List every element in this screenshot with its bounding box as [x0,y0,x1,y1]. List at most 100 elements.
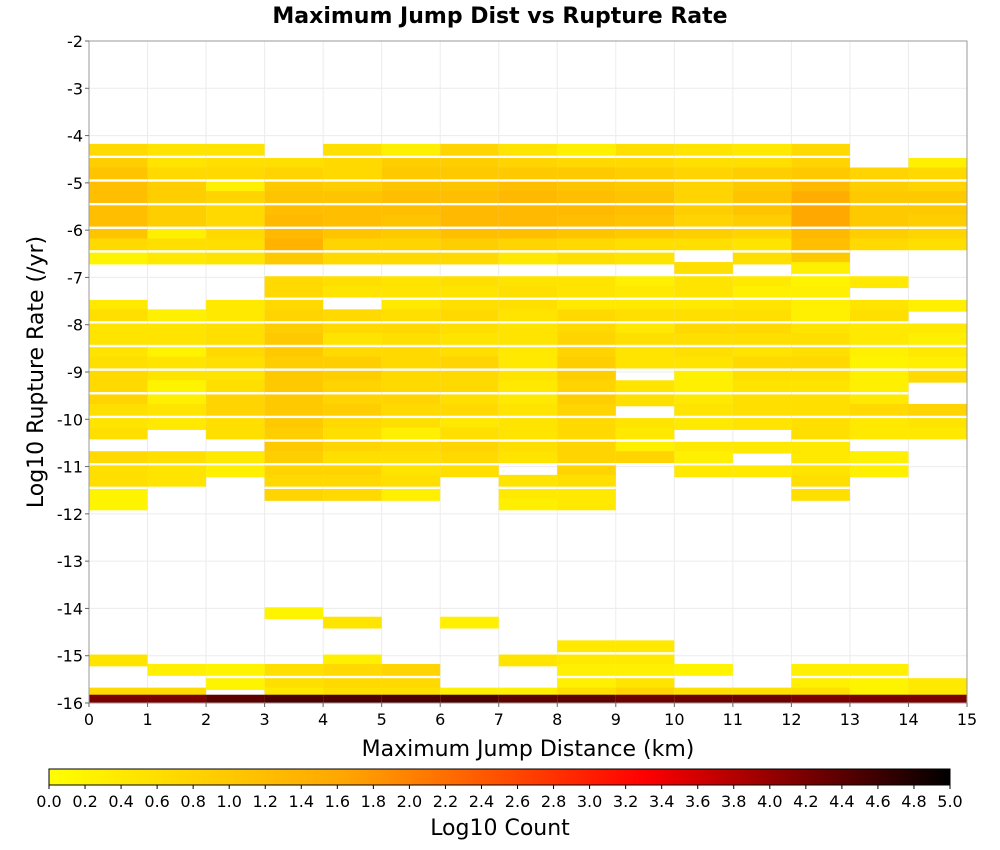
y-tick-label: -11 [57,458,83,477]
y-tick-label: -5 [67,174,83,193]
heatmap-cell [440,299,499,312]
heatmap-cell [615,238,675,251]
heatmap-cell [615,347,675,359]
heatmap-cell [791,489,850,501]
heatmap-cell [381,167,441,180]
heatmap-cell [791,427,850,440]
heatmap-cell [615,228,675,241]
heatmap-cell [908,694,967,703]
heatmap-cell [791,158,850,170]
heatmap-cell [206,299,265,312]
heatmap-cell [849,694,909,703]
heatmap-cell [557,380,616,393]
heatmap-cell [440,285,499,298]
heatmap-cell [440,687,499,700]
heatmap-cell [381,465,441,478]
heatmap-cell [557,285,616,298]
colorbar-tick-label: 4.6 [865,792,890,811]
heatmap-cell [147,228,207,241]
heatmap-cell [264,205,324,218]
heatmap-cell [89,427,148,440]
heatmap-cell [615,640,675,653]
heatmap-cell [206,663,265,676]
heatmap-cell [440,403,499,416]
heatmap-cell [440,394,499,407]
heatmap-cell [557,276,616,289]
heatmap-cell [206,252,265,265]
heatmap-cell [147,356,207,369]
heatmap-cell [440,616,499,629]
heatmap-cell [323,228,382,241]
heatmap-cell [440,309,499,322]
x-tick-label: 12 [781,710,801,729]
heatmap-cell [791,347,850,359]
heatmap-cell [791,403,850,416]
heatmap-cell [89,309,148,322]
heatmap-cell [381,309,441,322]
heatmap-cell [791,167,850,180]
heatmap-cell [557,356,616,369]
heatmap-cell [557,143,616,156]
heatmap-cell [89,347,148,359]
heatmap-cell [440,332,499,345]
y-tick-label: -10 [57,410,83,429]
heatmap-cell [264,694,324,703]
heatmap-cell [89,418,148,430]
heatmap-cell [908,205,967,218]
heatmap-cell [323,214,382,227]
heatmap-cell [791,262,850,274]
heatmap-cell [615,678,675,690]
heatmap-cell [615,191,675,203]
heatmap-cell [732,394,792,407]
heatmap-cell [498,323,558,336]
heatmap-cell [89,191,148,203]
heatmap-cell [206,380,265,393]
heatmap-cell [440,238,499,251]
heatmap-cell [732,167,792,180]
x-tick-label: 9 [611,710,621,729]
heatmap-cell [89,356,148,369]
heatmap-cell [381,380,441,393]
heatmap-cell [89,694,148,703]
colorbar-tick-label: 1.0 [216,792,241,811]
heatmap-cell [381,191,441,203]
heatmap-cell [908,347,967,359]
heatmap-cell [323,370,382,383]
heatmap-cell [849,451,909,464]
colorbar-tick-label: 0.8 [180,792,205,811]
heatmap-cell [440,441,499,454]
heatmap-cell [849,347,909,359]
heatmap-cell [498,191,558,203]
heatmap-cell [849,370,909,383]
heatmap-cell [674,191,733,203]
heatmap-cell [615,451,675,464]
heatmap-cell [381,663,441,676]
heatmap-cell [557,394,616,407]
heatmap-cell [908,191,967,203]
heatmap-cell [206,309,265,322]
heatmap-cell [498,441,558,454]
x-tick-label: 8 [552,710,562,729]
heatmap-cell [498,276,558,289]
heatmap-cell [206,347,265,359]
heatmap-cell [908,228,967,241]
heatmap-cell [791,285,850,298]
heatmap-cell [849,394,909,407]
heatmap-cell [498,380,558,393]
heatmap-cell [381,205,441,218]
heatmap-cell [674,158,733,170]
heatmap-cell [498,332,558,345]
heatmap-cell [323,403,382,416]
heatmap-cell [498,285,558,298]
heatmap-cell [849,276,909,289]
x-tick-label: 3 [260,710,270,729]
heatmap-cell [732,158,792,170]
heatmap-cell [89,370,148,383]
colorbar-tick-label: 3.8 [721,792,746,811]
heatmap-cell [674,441,733,454]
heatmap-cell [791,332,850,345]
heatmap-cells [89,143,967,703]
y-tick-label: -15 [57,647,83,666]
y-tick-label: -3 [67,79,83,98]
heatmap-cell [557,465,616,478]
